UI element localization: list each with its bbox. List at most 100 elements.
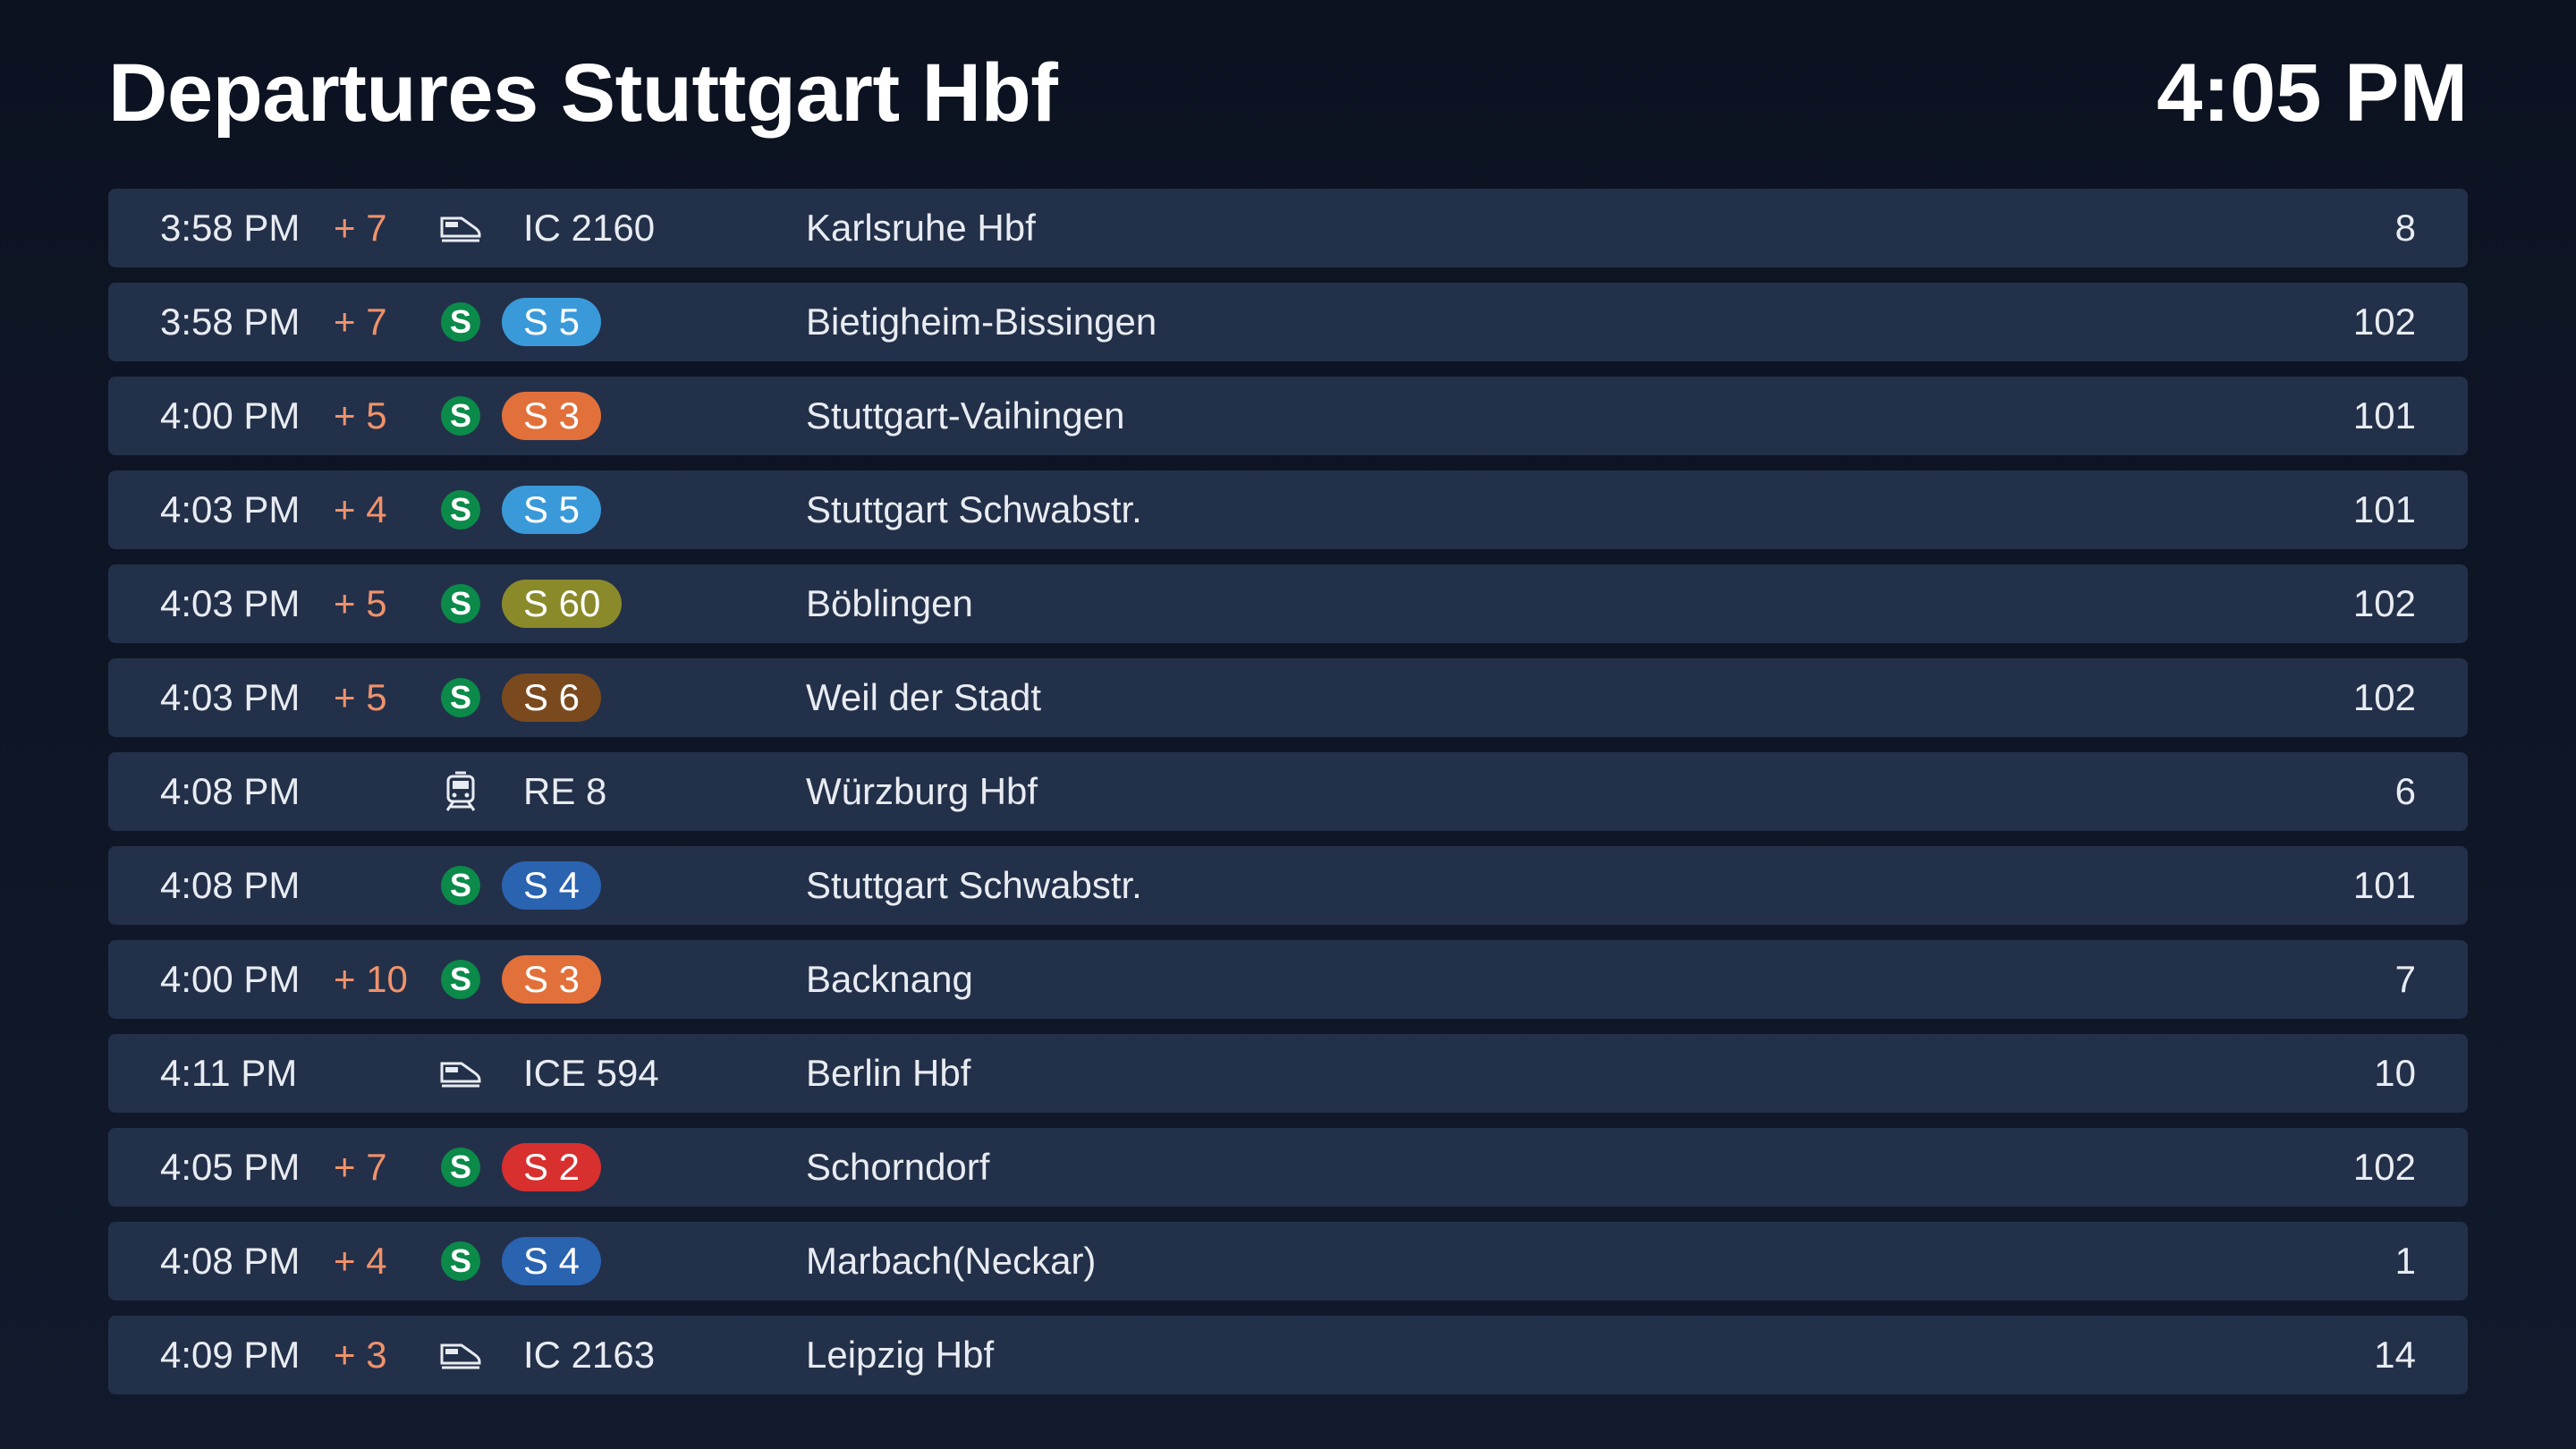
line-text: IC 2163	[523, 1334, 656, 1376]
departure-row[interactable]: 4:03 PM + 5 S S 6 Weil der Stadt 102	[108, 658, 2468, 737]
destination: Schorndorf	[806, 1146, 990, 1188]
page-title: Departures Stuttgart Hbf	[108, 47, 1058, 139]
line-label: S 4	[502, 1237, 602, 1285]
line-label: IC 2163	[502, 1334, 655, 1377]
departure-time: 4:03 PM	[160, 582, 301, 624]
delay-badge: + 3	[334, 1334, 387, 1376]
sbahn-icon: S	[439, 582, 482, 625]
delay-badge: + 4	[334, 488, 387, 530]
departure-time: 4:08 PM	[160, 1240, 301, 1282]
delay-badge: + 5	[334, 394, 387, 436]
departure-time: 4:08 PM	[160, 770, 301, 812]
departure-time: 4:08 PM	[160, 864, 301, 906]
delay-badge: + 7	[334, 207, 387, 249]
line-label: ICE 594	[502, 1052, 659, 1095]
line-text: S 3	[502, 392, 602, 440]
line-text: S 3	[502, 955, 602, 1004]
sbahn-icon: S	[439, 958, 482, 1001]
departure-row[interactable]: 4:00 PM + 10 S S 3 Backnang 7	[108, 940, 2468, 1019]
line-text: S 4	[502, 861, 602, 910]
line-text: S 4	[502, 1237, 602, 1285]
sbahn-icon: S	[439, 1240, 482, 1283]
destination: Stuttgart Schwabstr.	[806, 864, 1142, 906]
track-number: 102	[2352, 582, 2416, 624]
track-number: 102	[2352, 301, 2416, 343]
track-number: 10	[2374, 1052, 2416, 1094]
destination: Marbach(Neckar)	[806, 1240, 1097, 1282]
delay-badge: + 5	[334, 676, 387, 718]
destination: Stuttgart-Vaihingen	[806, 394, 1125, 436]
line-text: S 60	[502, 580, 623, 628]
departure-time: 4:00 PM	[160, 958, 301, 1000]
delay-badge: + 7	[334, 1146, 387, 1188]
destination: Böblingen	[806, 582, 973, 624]
header: Departures Stuttgart Hbf 4:05 PM	[108, 43, 2468, 143]
regional-train-icon	[439, 770, 482, 813]
line-label: IC 2160	[502, 207, 655, 250]
line-label: RE 8	[502, 770, 606, 813]
departure-row[interactable]: 4:08 PM RE 8 Würzburg Hbf 6	[108, 752, 2468, 831]
departure-time: 4:00 PM	[160, 394, 301, 436]
destination: Karlsruhe Hbf	[806, 207, 1036, 249]
line-label: S 5	[502, 298, 602, 346]
destination: Würzburg Hbf	[806, 770, 1038, 812]
current-time: 4:05 PM	[2157, 47, 2468, 139]
line-label: S 60	[502, 580, 623, 628]
track-number: 101	[2352, 488, 2416, 530]
track-number: 102	[2352, 676, 2416, 718]
track-number: 6	[2394, 770, 2416, 812]
destination: Backnang	[806, 958, 973, 1000]
delay-badge: + 7	[334, 301, 387, 343]
destination: Weil der Stadt	[806, 676, 1042, 718]
departure-time: 3:58 PM	[160, 207, 301, 249]
sbahn-icon: S	[439, 488, 482, 531]
track-number: 101	[2352, 394, 2416, 436]
sbahn-icon: S	[439, 864, 482, 907]
track-number: 14	[2374, 1334, 2416, 1376]
departure-row[interactable]: 3:58 PM + 7 IC 2160 Karlsruhe Hbf 8	[108, 189, 2468, 267]
line-text: S 6	[502, 674, 602, 722]
line-label: S 2	[502, 1143, 602, 1191]
departure-row[interactable]: 4:03 PM + 4 S S 5 Stuttgart Schwabstr. 1…	[108, 470, 2468, 549]
departure-time: 4:03 PM	[160, 676, 301, 718]
line-text: S 5	[502, 486, 602, 534]
line-text: RE 8	[523, 770, 607, 812]
line-label: S 6	[502, 674, 602, 722]
destination: Leipzig Hbf	[806, 1334, 995, 1376]
delay-badge: + 10	[334, 958, 408, 1000]
departure-row[interactable]: 4:11 PM ICE 594 Berlin Hbf 10	[108, 1034, 2468, 1113]
track-number: 1	[2394, 1240, 2416, 1282]
train-icon	[439, 207, 482, 250]
line-text: S 5	[502, 298, 602, 346]
departure-row[interactable]: 4:00 PM + 5 S S 3 Stuttgart-Vaihingen 10…	[108, 377, 2468, 455]
departure-row[interactable]: 4:03 PM + 5 S S 60 Böblingen 102	[108, 564, 2468, 643]
line-label: S 3	[502, 392, 602, 440]
delay-badge: + 4	[334, 1240, 387, 1282]
departure-time: 4:09 PM	[160, 1334, 301, 1376]
destination: Bietigheim-Bissingen	[806, 301, 1157, 343]
departure-row[interactable]: 4:08 PM S S 4 Stuttgart Schwabstr. 101	[108, 846, 2468, 925]
line-text: IC 2160	[523, 207, 656, 249]
line-label: S 4	[502, 861, 602, 910]
departure-row[interactable]: 4:08 PM + 4 S S 4 Marbach(Neckar) 1	[108, 1222, 2468, 1301]
destination: Stuttgart Schwabstr.	[806, 488, 1142, 530]
line-label: S 5	[502, 486, 602, 534]
destination: Berlin Hbf	[806, 1052, 971, 1094]
departure-row[interactable]: 4:09 PM + 3 IC 2163 Leipzig Hbf 14	[108, 1316, 2468, 1394]
track-number: 101	[2352, 864, 2416, 906]
delay-badge: + 5	[334, 582, 387, 624]
departure-row[interactable]: 3:58 PM + 7 S S 5 Bietigheim-Bissingen 1…	[108, 283, 2468, 361]
sbahn-icon: S	[439, 394, 482, 437]
departures-board: 3:58 PM + 7 IC 2160 Karlsruhe Hbf 8 3:58…	[108, 189, 2468, 1410]
departure-time: 4:05 PM	[160, 1146, 301, 1188]
train-icon	[439, 1052, 482, 1095]
train-icon	[439, 1334, 482, 1377]
line-text: ICE 594	[523, 1052, 659, 1094]
departure-time: 4:03 PM	[160, 488, 301, 530]
departure-row[interactable]: 4:05 PM + 7 S S 2 Schorndorf 102	[108, 1128, 2468, 1207]
departure-time: 3:58 PM	[160, 301, 301, 343]
track-number: 8	[2394, 207, 2416, 249]
track-number: 102	[2352, 1146, 2416, 1188]
line-text: S 2	[502, 1143, 602, 1191]
departure-time: 4:11 PM	[160, 1052, 298, 1094]
